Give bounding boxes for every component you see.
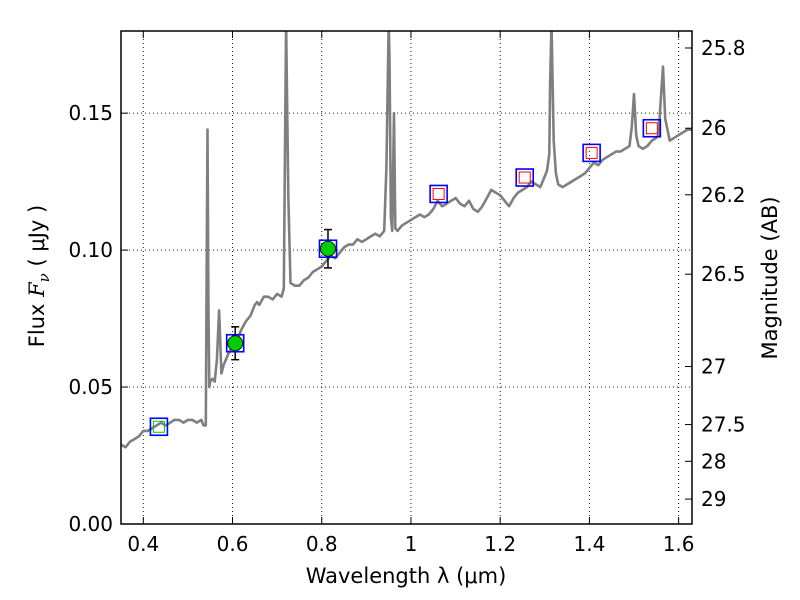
magnitude-tick-label: 26.2	[701, 183, 746, 207]
x-tick-label: 0.8	[306, 532, 338, 556]
model-flux-square	[515, 168, 535, 187]
upper-limit-square	[645, 122, 658, 135]
x-tick-label: 1.4	[573, 532, 605, 556]
y-axis: 0.00 0.05 0.10 0.15	[68, 101, 128, 536]
magnitude-tick-label: 29	[701, 487, 726, 511]
plot-frame	[120, 30, 693, 525]
observed-flux-point	[227, 335, 244, 352]
model-flux-square	[642, 118, 662, 138]
x-axis-title: Wavelength λ (μm)	[306, 564, 507, 588]
y-tick-label: 0.05	[68, 375, 113, 399]
magnitude-tick-label: 25.8	[701, 36, 746, 60]
photometry-layer	[149, 118, 662, 437]
y-tick-label: 0.00	[68, 512, 113, 536]
upper-limit-square	[585, 146, 598, 159]
upper-limit-square	[432, 187, 445, 200]
spectrum-line	[121, 31, 692, 449]
x-tick-label: 1.6	[663, 532, 695, 556]
x-tick-label: 1.2	[484, 532, 516, 556]
x-tick-label: 1	[405, 532, 418, 556]
x-tick-label: 0.6	[217, 532, 249, 556]
magnitude-axis-title: Magnitude (AB)	[758, 196, 782, 359]
magnitude-tick-label: 27.5	[701, 413, 746, 437]
magnitude-tick-label: 27	[701, 355, 726, 379]
model-flux-square	[318, 239, 338, 259]
y-axis-title: Flux Fν ( μJy )	[25, 205, 53, 347]
upper-limit-square	[152, 420, 165, 433]
y-tick-label: 0.10	[68, 238, 113, 262]
y-tick-label: 0.15	[68, 101, 113, 125]
x-tick-label: 0.4	[127, 532, 159, 556]
model-flux-square	[149, 417, 169, 437]
x-axis: 0.4 0.6 0.8 1 1.2 1.4 1.6	[127, 31, 695, 556]
magnitude-axis: 25.8 26 26.2 26.5 27 27.5 28 29	[685, 36, 746, 511]
model-flux-square	[225, 333, 245, 353]
model-flux-square	[582, 143, 601, 163]
upper-limit-square	[518, 171, 531, 184]
magnitude-tick-label: 26	[701, 116, 726, 140]
magnitude-tick-label: 26.5	[701, 262, 746, 286]
spectrum-layer	[121, 31, 692, 449]
observed-flux-point	[320, 240, 336, 257]
model-flux-square	[429, 184, 448, 204]
magnitude-tick-label: 28	[701, 449, 726, 473]
